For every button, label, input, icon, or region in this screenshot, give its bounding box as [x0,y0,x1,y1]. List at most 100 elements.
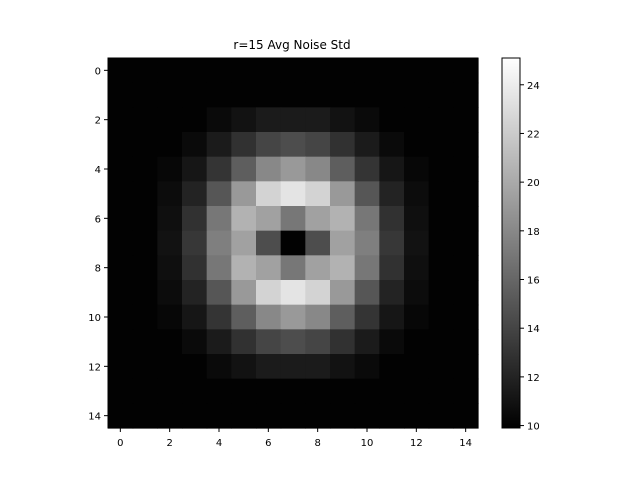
heatmap-cell [404,329,430,355]
heatmap-cell [132,378,158,404]
heatmap-cell [157,230,183,256]
heatmap-cell [231,280,257,306]
y-tick-label: 10 [88,313,101,324]
heatmap-cell [453,378,479,404]
heatmap-cell [280,280,306,306]
heatmap-cell [108,280,134,306]
heatmap-cell [305,132,331,158]
heatmap-cell [354,181,380,207]
heatmap-cell [305,354,331,380]
heatmap-cell [132,329,158,355]
heatmap-cell [231,354,257,380]
heatmap-cell [157,82,183,108]
heatmap-cell [428,132,454,158]
heatmap-cell [256,354,282,380]
heatmap-cell [231,255,257,281]
heatmap-cell [256,107,282,133]
heatmap-cell [305,82,331,108]
heatmap-cell [280,230,306,256]
x-axis: 0 2 4 6 8 10 12 14 [117,428,472,449]
heatmap-cell [108,230,134,256]
heatmap-cell [330,82,356,108]
heatmap-cell [330,255,356,281]
heatmap-cell [182,156,208,182]
heatmap-cell [305,206,331,232]
heatmap-cell [157,107,183,133]
colorbar-axis: 10 12 14 16 18 20 22 24 [520,81,540,433]
heatmap-cell [206,132,232,158]
heatmap-cell [256,206,282,232]
heatmap-cell [157,206,183,232]
colorbar-tick-label: 16 [527,276,540,287]
heatmap-cell [182,82,208,108]
heatmap-cell [182,181,208,207]
heatmap-cell [379,280,405,306]
heatmap-cell [404,280,430,306]
heatmap-cell [379,304,405,330]
x-tick-label: 14 [459,438,472,449]
heatmap-cell [428,329,454,355]
heatmap-cell [256,378,282,404]
heatmap-cell [280,82,306,108]
heatmap-cell [280,304,306,330]
heatmap-cell [108,107,134,133]
heatmap-cell [256,403,282,429]
heatmap-cell [379,378,405,404]
heatmap-cell [231,329,257,355]
heatmap-cell [379,329,405,355]
heatmap-cell [354,255,380,281]
heatmap-cell [132,354,158,380]
heatmap-cell [182,280,208,306]
heatmap-cell [206,280,232,306]
heatmap-cell [280,378,306,404]
heatmap-cell [305,58,331,84]
heatmap-cell [231,156,257,182]
heatmap-cell [404,156,430,182]
heatmap-cell [157,58,183,84]
y-tick-label: 2 [95,116,101,127]
heatmap-cell [206,304,232,330]
heatmap-cell [453,107,479,133]
x-tick-label: 12 [410,438,423,449]
heatmap-cell [354,206,380,232]
heatmap-cell [354,354,380,380]
heatmap-cell [305,280,331,306]
heatmap-cell [453,181,479,207]
heatmap-cell [206,230,232,256]
colorbar-tick-label: 22 [527,129,540,140]
heatmap-cell [256,132,282,158]
heatmap-cell [132,280,158,306]
heatmap-cell [132,156,158,182]
heatmap-cell [404,230,430,256]
heatmap-cell [305,378,331,404]
heatmap-cell [404,255,430,281]
heatmap-cell [453,206,479,232]
heatmap-cell [231,403,257,429]
heatmap-cell [453,354,479,380]
heatmap-cell [404,107,430,133]
heatmap-cell [231,181,257,207]
heatmap-cell [132,403,158,429]
heatmap-cell [453,403,479,429]
heatmap-cell [404,181,430,207]
heatmap-cell [379,132,405,158]
heatmap-cell [256,329,282,355]
heatmap-cell [157,403,183,429]
heatmap-cell [157,304,183,330]
heatmap-cell [330,354,356,380]
heatmap-cell [231,82,257,108]
heatmap-cell [157,329,183,355]
heatmap-cell [354,156,380,182]
heatmap-cell [428,403,454,429]
heatmap-cell [428,82,454,108]
heatmap-cell [428,156,454,182]
heatmap-cell [108,403,134,429]
colorbar-tick-label: 24 [527,81,540,92]
heatmap-cell [428,107,454,133]
heatmap-cell [182,255,208,281]
heatmap-cell [404,403,430,429]
heatmap-cell [404,378,430,404]
heatmap-cell [354,58,380,84]
heatmap-cell [453,58,479,84]
heatmap-cell [132,107,158,133]
